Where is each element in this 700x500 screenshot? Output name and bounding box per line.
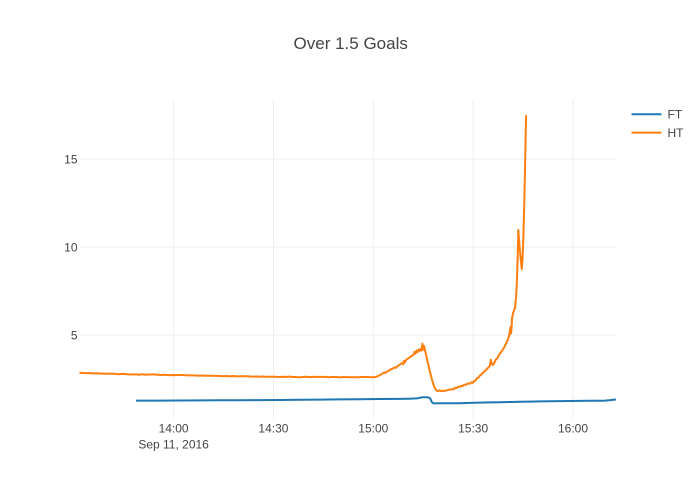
svg-text:HT: HT — [668, 126, 685, 140]
svg-text:15:30: 15:30 — [458, 421, 488, 435]
svg-text:Sep 11, 2016: Sep 11, 2016 — [138, 437, 209, 451]
svg-text:14:30: 14:30 — [258, 421, 288, 435]
svg-text:16:00: 16:00 — [558, 421, 588, 435]
svg-text:14:00: 14:00 — [159, 421, 189, 435]
svg-text:15:00: 15:00 — [358, 421, 388, 435]
svg-text:15: 15 — [64, 152, 78, 166]
svg-text:10: 10 — [64, 240, 78, 254]
svg-text:FT: FT — [668, 108, 683, 122]
svg-text:5: 5 — [71, 328, 78, 342]
svg-text:Over 1.5 Goals: Over 1.5 Goals — [294, 34, 408, 53]
